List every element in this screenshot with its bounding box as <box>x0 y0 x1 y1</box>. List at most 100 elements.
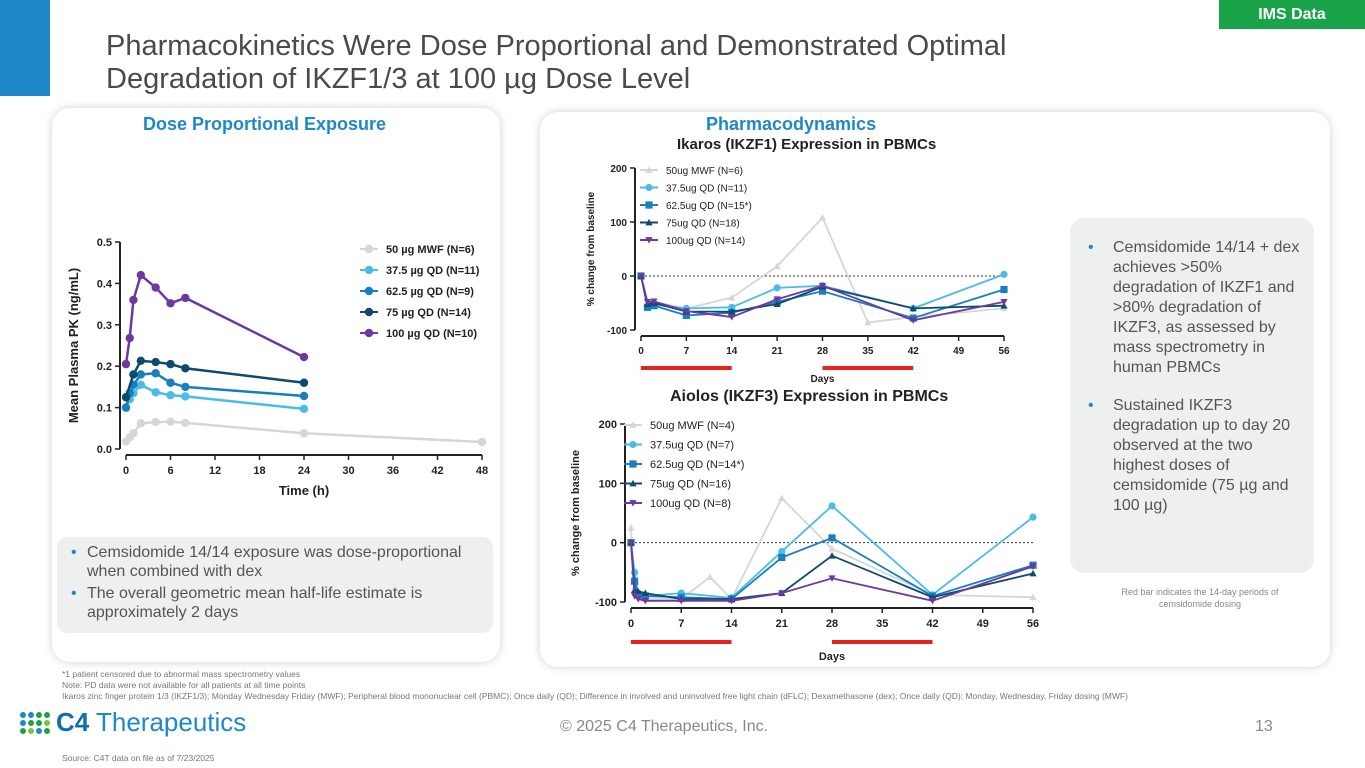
legend-label: 75ug QD (N=18) <box>666 219 740 230</box>
data-point <box>136 270 146 280</box>
data-point <box>643 299 652 306</box>
data-point <box>630 593 639 600</box>
data-point <box>778 494 786 502</box>
data-point <box>778 547 786 556</box>
legend-marker <box>364 286 374 296</box>
data-point <box>136 380 146 390</box>
y-tick-label: 0.2 <box>97 361 112 373</box>
legend-label: 50ug MWF (N=4) <box>650 420 735 432</box>
footnotes: *1 patient censored due to abnormal mass… <box>62 669 1312 702</box>
data-point <box>121 359 131 369</box>
data-point <box>634 587 642 595</box>
x-tick-label: 56 <box>998 346 1010 357</box>
data-point <box>151 388 160 397</box>
data-point <box>728 314 736 321</box>
legend-label: 100ug QD (N=14) <box>666 236 745 247</box>
data-point <box>773 262 781 270</box>
data-point <box>181 392 190 401</box>
legend-marker <box>629 440 637 449</box>
x-tick-label: 36 <box>387 465 399 477</box>
x-tick-label: 28 <box>817 346 829 357</box>
data-point <box>682 308 690 315</box>
legend-marker <box>645 237 653 244</box>
x-tick-label: 14 <box>726 346 738 357</box>
data-point <box>773 296 781 303</box>
data-point <box>129 370 138 379</box>
x-tick-label: 12 <box>209 465 221 477</box>
y-tick-label: 100 <box>599 478 617 490</box>
y-tick-label: -100 <box>595 597 617 609</box>
x-axis-label: Days <box>819 651 845 663</box>
data-point <box>1029 513 1037 521</box>
y-tick-label: 0.3 <box>97 320 112 332</box>
data-point <box>778 553 786 562</box>
y-tick-label: 200 <box>599 419 617 431</box>
footnote-1: *1 patient censored due to abnormal mass… <box>62 669 301 679</box>
legend-label: 50 µg MWF (N=6) <box>386 244 475 256</box>
legend-marker <box>645 201 653 209</box>
x-tick-label: 18 <box>253 465 265 477</box>
page-title-line2: Degradation of IKZF1/3 at 100 µg Dose Le… <box>106 63 691 95</box>
data-point <box>299 391 309 401</box>
y-axis-label: Mean Plasma PK (ng/mL) <box>66 268 81 423</box>
copyright: © 2025 C4 Therapeutics, Inc. <box>560 718 769 735</box>
data-point <box>641 589 649 596</box>
y-tick-label: 0.0 <box>97 444 112 456</box>
data-point <box>818 214 827 221</box>
data-point <box>641 597 649 605</box>
x-tick-label: 42 <box>431 465 443 477</box>
x-tick-label: 0 <box>628 618 634 630</box>
data-point <box>773 300 781 307</box>
logo-name: Therapeutics <box>89 707 247 737</box>
x-axis-label: Time (h) <box>279 483 329 498</box>
page-title: Pharmacokinetics Were Dose Proportional … <box>106 30 1206 96</box>
x-tick-label: 56 <box>1027 618 1039 630</box>
pd-bullet-1: Cemsidomide 14/14 + dex achieves >50% de… <box>1088 238 1300 378</box>
data-point <box>828 502 836 510</box>
x-tick-label: 49 <box>953 346 965 357</box>
data-point <box>728 308 736 315</box>
data-point <box>1029 593 1037 601</box>
legend-label: 62.5 µg QD (N=9) <box>386 286 474 298</box>
legend-marker <box>645 166 653 173</box>
data-point <box>627 539 635 547</box>
data-point <box>1000 270 1008 278</box>
pk-bullet-2: The overall geometric mean half-life est… <box>71 584 481 622</box>
legend-marker <box>364 244 374 254</box>
pk-heading: Dose Proportional Exposure <box>143 114 387 134</box>
data-point <box>125 333 134 343</box>
x-tick-label: 24 <box>298 465 311 477</box>
x-tick-label: 0 <box>123 465 129 477</box>
data-point <box>129 295 138 305</box>
data-point <box>121 393 131 402</box>
y-tick-label: 0.5 <box>97 237 112 249</box>
data-point <box>727 597 736 605</box>
data-point <box>627 524 635 531</box>
y-axis-label: % change from baseline <box>586 191 597 306</box>
data-point <box>151 417 160 427</box>
data-point <box>778 590 786 597</box>
pd-bullet-2: Sustained IKZF3 degradation up to day 20… <box>1088 396 1300 516</box>
legend-marker <box>645 183 653 192</box>
x-tick-label: 6 <box>167 465 173 477</box>
legend-marker <box>364 307 374 317</box>
legend-marker <box>629 460 637 468</box>
legend-label: 75ug QD (N=16) <box>650 479 731 491</box>
x-tick-label: 21 <box>776 618 788 630</box>
ims-data-tag: IMS Data <box>1219 0 1365 29</box>
x-tick-label: 49 <box>977 618 989 630</box>
ikzf1-chart-title: Ikaros (IKZF1) Expression in PBMCs <box>677 136 937 153</box>
data-point <box>1029 569 1037 577</box>
y-tick-label: 0.1 <box>97 403 112 415</box>
logo-c4: C4 <box>56 707 90 737</box>
data-point <box>650 298 658 305</box>
data-point <box>136 370 146 379</box>
data-point <box>909 317 917 324</box>
y-tick-label: 0.4 <box>97 278 113 290</box>
pd-summary-box: Cemsidomide 14/14 + dex achieves >50% de… <box>1070 218 1314 573</box>
x-tick-label: 7 <box>678 618 684 630</box>
data-point <box>637 273 645 280</box>
data-point <box>634 596 642 603</box>
c4-logo: C4 Therapeutics <box>20 707 246 738</box>
legend-marker <box>629 500 637 507</box>
